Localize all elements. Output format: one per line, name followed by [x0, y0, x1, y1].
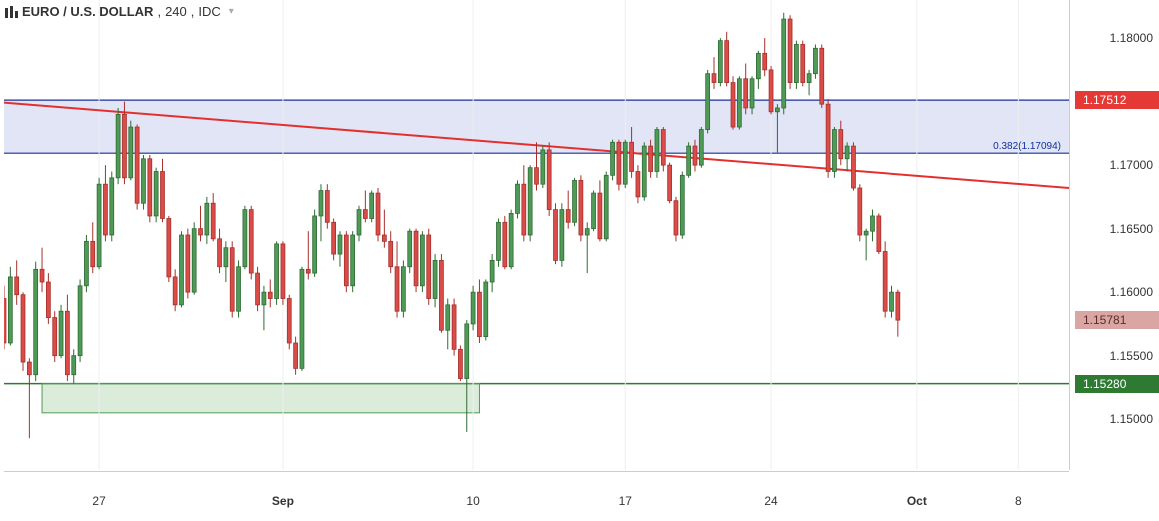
price-tag: 1.17512 [1075, 91, 1159, 109]
y-tick-label: 1.15000 [1110, 412, 1153, 426]
x-tick-label: 24 [764, 494, 777, 508]
x-tick-label: 17 [619, 494, 632, 508]
x-tick-label: Sep [272, 494, 294, 508]
x-tick-label: 10 [466, 494, 479, 508]
timeframe: 240 [165, 4, 187, 19]
x-tick-label: 8 [1015, 494, 1022, 508]
y-tick-label: 1.16000 [1110, 285, 1153, 299]
fib-label: 0.382(1.17094) [993, 141, 1061, 152]
x-axis[interactable]: 27 Sep 10 17 24 Oct 8 [4, 471, 1069, 521]
y-tick-label: 1.16500 [1110, 222, 1153, 236]
price-tag: 1.15781 [1075, 311, 1159, 329]
y-axis[interactable]: 1.18000 1.17000 1.16500 1.16000 1.15500 1.150… [1069, 0, 1159, 470]
x-tick-label: 27 [92, 494, 105, 508]
chart-title-bar[interactable]: EURO / U.S. DOLLAR , 240 , IDC ▾ [4, 4, 234, 19]
title-sep: , [157, 4, 161, 19]
y-tick-label: 1.18000 [1110, 31, 1153, 45]
plot-area[interactable]: 0.382(1.17094) [4, 0, 1069, 470]
symbol-name: EURO / U.S. DOLLAR [22, 4, 153, 19]
y-tick-label: 1.15500 [1110, 349, 1153, 363]
chevron-down-icon[interactable]: ▾ [229, 6, 234, 17]
title-sep2: , [191, 4, 195, 19]
price-tag: 1.15280 [1075, 375, 1159, 393]
x-tick-label: Oct [907, 494, 927, 508]
chart-container: EURO / U.S. DOLLAR , 240 , IDC ▾ 0.382(1… [0, 0, 1159, 521]
exchange: IDC [198, 4, 220, 19]
plot-svg [4, 0, 1069, 470]
y-tick-label: 1.17000 [1110, 158, 1153, 172]
logo-icon [4, 5, 18, 19]
